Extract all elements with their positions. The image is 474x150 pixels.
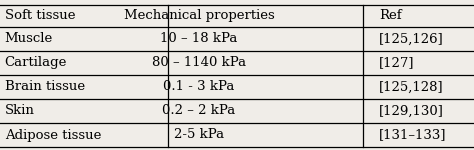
Text: Cartilage: Cartilage [5,57,67,69]
Text: [127]: [127] [379,57,415,69]
Text: [131–133]: [131–133] [379,129,447,141]
Text: 2-5 kPa: 2-5 kPa [174,129,224,141]
Text: Brain tissue: Brain tissue [5,81,85,93]
Text: Soft tissue: Soft tissue [5,9,75,22]
Text: [125,126]: [125,126] [379,33,444,45]
Text: Adipose tissue: Adipose tissue [5,129,101,141]
Text: 10 – 18 kPa: 10 – 18 kPa [160,33,238,45]
Text: [125,128]: [125,128] [379,81,444,93]
Text: 0.2 – 2 kPa: 0.2 – 2 kPa [163,105,236,117]
Text: [129,130]: [129,130] [379,105,444,117]
Text: Ref: Ref [379,9,402,22]
Text: Mechanical properties: Mechanical properties [124,9,274,22]
Text: 80 – 1140 kPa: 80 – 1140 kPa [152,57,246,69]
Text: Muscle: Muscle [5,33,53,45]
Text: 0.1 - 3 kPa: 0.1 - 3 kPa [164,81,235,93]
Text: Skin: Skin [5,105,35,117]
